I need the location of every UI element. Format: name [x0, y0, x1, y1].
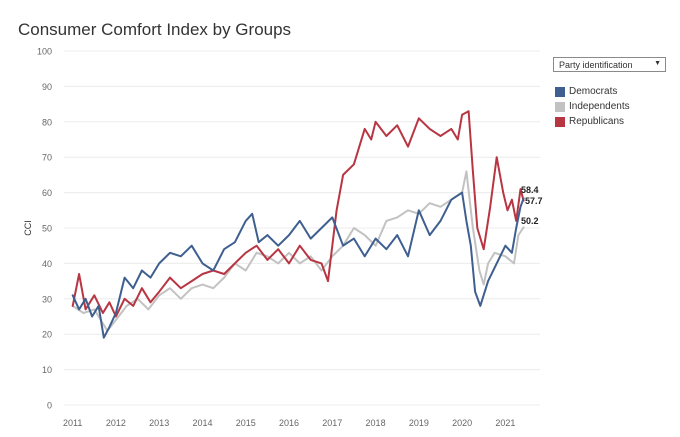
y-tick-label-70: 70: [42, 153, 52, 163]
legend-item-democrats[interactable]: Democrats: [555, 84, 630, 99]
x-tick-label-2014: 2014: [192, 418, 212, 428]
y-tick-label-60: 60: [42, 188, 52, 198]
legend-swatch-democrats: [555, 86, 565, 97]
chart-title: Consumer Comfort Index by Groups: [18, 20, 292, 39]
y-tick-label-50: 50: [42, 224, 52, 234]
legend-item-independents[interactable]: Independents: [555, 99, 630, 114]
y-tick-label-80: 80: [42, 117, 52, 127]
x-tick-label-2019: 2019: [409, 418, 429, 428]
x-tick-label-2017: 2017: [322, 418, 342, 428]
y-tick-label-0: 0: [47, 401, 52, 411]
series-line-independents: [71, 170, 525, 332]
y-tick-label-20: 20: [42, 330, 52, 340]
legend-swatch-independents: [555, 101, 565, 112]
y-tick-label-100: 100: [37, 47, 52, 57]
chevron-down-icon[interactable]: ▼: [654, 60, 661, 67]
x-tick-label-2013: 2013: [149, 418, 169, 428]
x-tick-label-2018: 2018: [366, 418, 386, 428]
legend-label-democrats: Democrats: [569, 86, 618, 97]
y-tick-label-90: 90: [42, 82, 52, 92]
party-filter-dropdown[interactable]: Party identification ▼: [553, 57, 666, 72]
end-label-republicans: 58.4: [521, 185, 539, 195]
legend-label-independents: Independents: [569, 101, 630, 112]
y-tick-label-30: 30: [42, 294, 52, 304]
y-tick-label-40: 40: [42, 259, 52, 269]
x-tick-label-2012: 2012: [106, 418, 126, 428]
end-label-independents: 50.2: [521, 216, 539, 226]
legend-swatch-republicans: [555, 116, 565, 127]
x-tick-label-2011: 2011: [63, 418, 82, 428]
y-tick-label-10: 10: [42, 365, 52, 375]
y-axis-label: CCI: [23, 220, 33, 236]
end-label-democrats: 57.7: [525, 196, 543, 206]
x-tick-label-2015: 2015: [236, 418, 256, 428]
party-filter-value: Party identification: [559, 60, 633, 70]
legend-label-republicans: Republicans: [569, 116, 625, 127]
legend: Democrats Independents Republicans: [555, 84, 630, 129]
series-line-democrats: [71, 191, 525, 339]
x-tick-label-2020: 2020: [452, 418, 472, 428]
legend-item-republicans[interactable]: Republicans: [555, 114, 630, 129]
x-tick-label-2021: 2021: [495, 418, 515, 428]
series-line-republicans: [71, 110, 525, 318]
x-tick-label-2016: 2016: [279, 418, 299, 428]
